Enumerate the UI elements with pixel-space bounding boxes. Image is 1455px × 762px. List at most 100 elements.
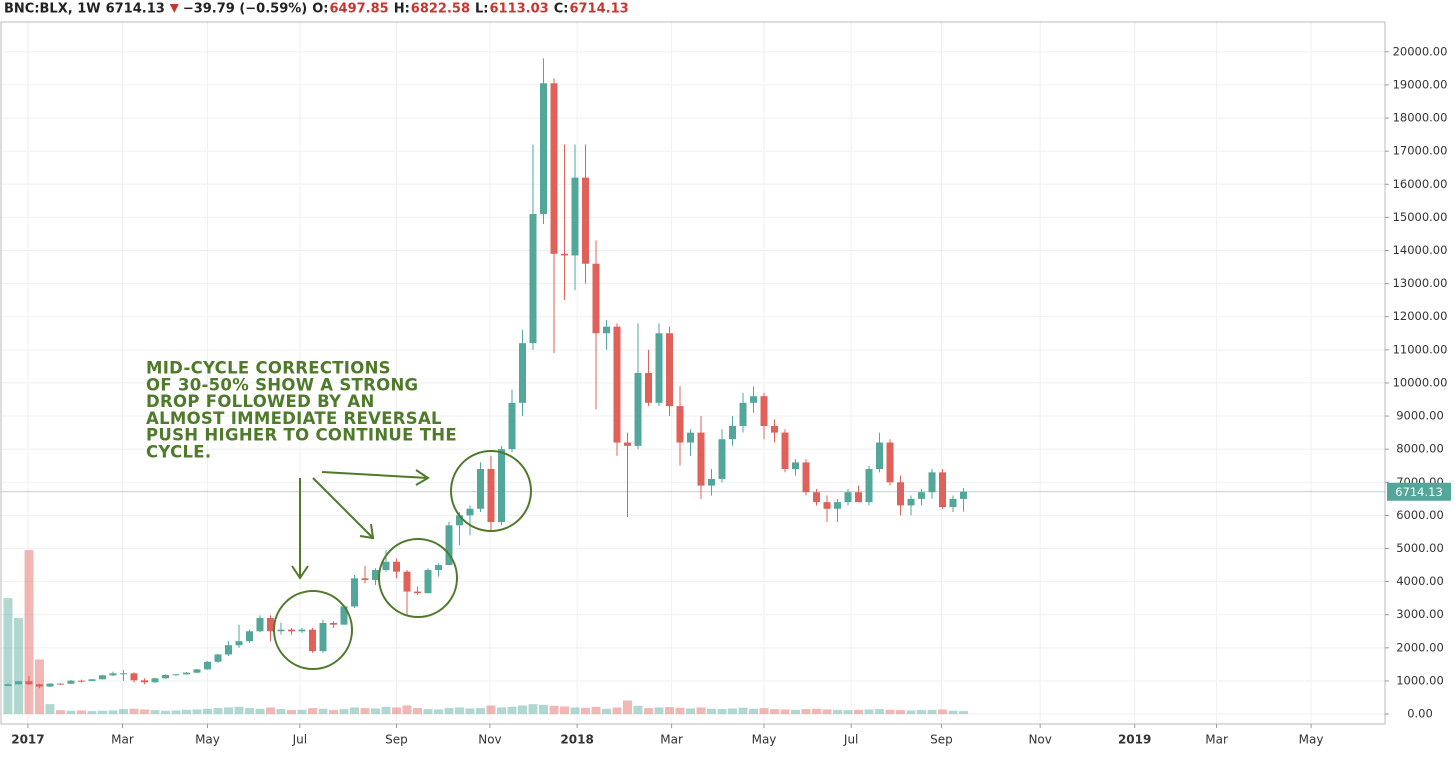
volume-bar — [833, 709, 843, 715]
volume-bar — [927, 709, 937, 715]
candle-body — [508, 402, 516, 450]
candle-body — [497, 449, 505, 523]
candle-body — [98, 675, 106, 680]
volume-bar — [623, 700, 633, 715]
candle-body — [224, 645, 232, 655]
volume-bar — [129, 708, 139, 715]
header: BNC:BLX, 1W 6714.13 −39.79 (−0.59%) O: 6497.… — [4, 2, 629, 17]
volume-bar — [181, 709, 191, 715]
candle-body — [161, 674, 169, 679]
down-arrow — [169, 4, 179, 13]
candle-body — [666, 333, 674, 407]
header-text: C: — [554, 2, 569, 17]
candle-body — [529, 214, 537, 344]
candle-body — [561, 253, 569, 256]
candle-body — [571, 177, 579, 256]
volume-bar — [318, 708, 328, 715]
header-text: O: — [312, 2, 328, 17]
candle-body — [445, 525, 453, 566]
candle-body — [35, 684, 43, 687]
candle-body — [308, 629, 316, 652]
volume-bar — [160, 710, 170, 715]
volume-bar — [55, 710, 65, 715]
volume-bar — [328, 710, 338, 715]
volume-bar — [560, 706, 570, 715]
volume-bar — [801, 709, 811, 715]
y-tick-label: 16000.00 — [1393, 177, 1448, 191]
y-tick-label: 6000.00 — [1396, 508, 1444, 522]
volume-bar — [475, 708, 485, 715]
candle-body — [172, 674, 180, 676]
volume-bar — [644, 708, 654, 715]
volume-bar — [686, 708, 696, 715]
candle-body — [476, 469, 484, 509]
x-tick-label: May — [752, 733, 777, 747]
candle-body — [193, 669, 201, 673]
y-tick-label: 13000.00 — [1393, 276, 1448, 290]
candle-body — [781, 432, 789, 470]
volume-bar — [307, 708, 317, 715]
volume-bar — [602, 708, 612, 715]
annotation-text: OF 30-50% SHOW A STRONG — [146, 375, 418, 394]
arrow-head — [359, 523, 375, 540]
volume-bar — [654, 707, 664, 715]
candle-body — [256, 618, 264, 632]
candle-body — [88, 679, 96, 681]
candle-body — [865, 469, 873, 503]
volume-bar — [581, 707, 591, 715]
candle-body — [350, 578, 358, 607]
header-text: L: — [475, 2, 488, 17]
volume-bar — [843, 710, 853, 715]
candle-body — [235, 641, 243, 646]
header-text: 6497.85 — [329, 2, 388, 17]
volume-bar — [465, 708, 475, 715]
candle-body — [266, 618, 274, 632]
candle-body — [203, 661, 211, 670]
y-tick-label: 5000.00 — [1396, 541, 1444, 555]
header-text: 6714.13 — [569, 2, 628, 17]
volume-bar — [402, 705, 412, 715]
candle-body — [4, 684, 12, 686]
candle-body — [687, 432, 695, 443]
volume-bar — [139, 709, 149, 715]
arrow-head — [291, 565, 309, 580]
y-tick-label: 15000.00 — [1393, 210, 1448, 224]
candle-body — [466, 508, 474, 516]
x-tick-label: Mar — [111, 733, 134, 747]
y-tick-label: 11000.00 — [1393, 342, 1448, 356]
candle-body — [613, 326, 621, 443]
candle-body — [329, 623, 337, 625]
arrow — [321, 471, 429, 479]
volume-bar — [118, 709, 128, 715]
candle-body — [624, 442, 632, 446]
highlight-circle — [273, 590, 353, 670]
volume-bar — [370, 708, 380, 715]
candle-body — [340, 606, 348, 625]
x-tick-label: Nov — [478, 733, 501, 747]
volume-bar — [675, 707, 685, 715]
candle-body — [949, 498, 957, 508]
candle-body — [25, 681, 33, 685]
candle-body — [245, 631, 253, 642]
volume-bar — [381, 706, 391, 715]
volume-bar — [959, 711, 969, 715]
candle-body — [434, 565, 442, 571]
volume-bar — [297, 709, 307, 715]
candle-body — [77, 680, 85, 682]
y-tick-label: 17000.00 — [1393, 144, 1448, 158]
y-tick-label: 18000.00 — [1393, 111, 1448, 125]
volume-bar — [276, 709, 286, 715]
volume-bar — [255, 708, 265, 715]
candle-body — [750, 396, 758, 403]
volume-bar — [87, 711, 97, 715]
y-tick-label: 14000.00 — [1393, 243, 1448, 257]
candle-body — [960, 491, 968, 499]
volume-bar — [791, 709, 801, 715]
candle-body — [518, 343, 526, 403]
y-tick-label: 12000.00 — [1393, 309, 1448, 323]
volume-bar — [192, 709, 202, 715]
candle-body — [645, 373, 653, 403]
arrow — [312, 477, 374, 539]
candle-body — [823, 502, 831, 509]
